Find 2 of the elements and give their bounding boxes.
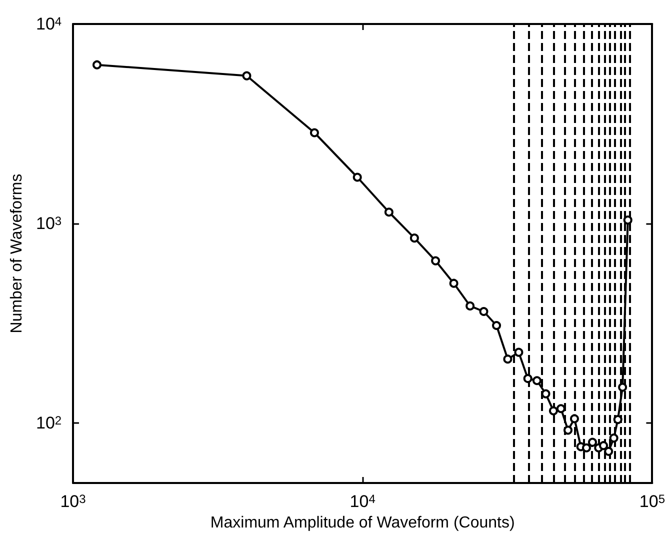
x-axis-title: Maximum Amplitude of Waveform (Counts) — [210, 514, 515, 532]
y-axis-title: Number of Waveforms — [8, 174, 26, 334]
